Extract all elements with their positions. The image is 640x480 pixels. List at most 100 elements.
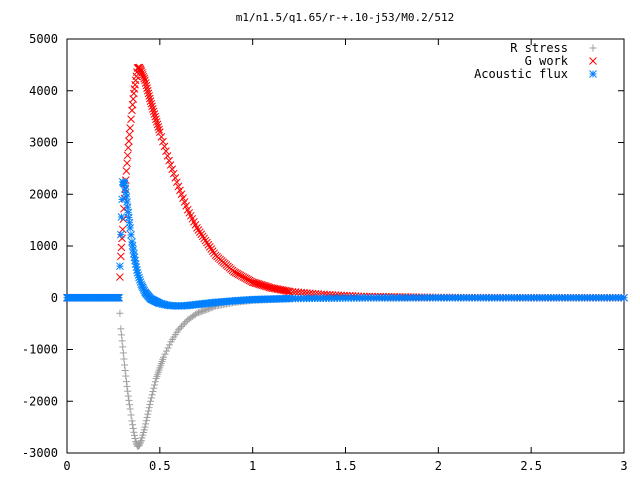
data-point — [155, 125, 163, 134]
data-point — [177, 190, 186, 199]
data-point — [126, 401, 134, 409]
data-point — [270, 284, 279, 293]
data-point — [141, 423, 149, 431]
data-point — [176, 324, 184, 332]
data-point — [142, 420, 150, 428]
y-tick-label: -2000 — [22, 394, 58, 408]
data-point — [163, 347, 171, 355]
data-point — [278, 286, 286, 294]
data-point — [165, 341, 173, 349]
data-point — [118, 225, 127, 234]
data-point — [116, 273, 124, 281]
series-r-stress — [63, 294, 628, 450]
data-point — [180, 198, 189, 206]
data-point — [127, 115, 135, 124]
data-point — [172, 178, 181, 187]
data-point — [149, 387, 157, 395]
data-point — [121, 188, 130, 197]
data-point — [166, 161, 175, 169]
legend-marker — [589, 70, 597, 78]
data-point — [144, 89, 153, 98]
data-point — [258, 281, 267, 290]
data-point — [255, 280, 264, 289]
data-point — [119, 343, 127, 351]
data-point — [142, 417, 150, 425]
x-tick-label: 2.5 — [520, 459, 542, 473]
axis-ticks: 0 0.5 1 1.5 2 2.5 3 5000 4000 3000 2000 1000 0 -1000 -… — [22, 32, 628, 473]
data-point — [193, 309, 201, 317]
chart-title: m1/n1.5/q1.65/r-+.10-j53/M0.2/512 — [236, 11, 455, 24]
legend-marker — [589, 57, 597, 65]
data-point — [120, 355, 128, 363]
data-point — [126, 405, 134, 413]
data-point — [145, 404, 153, 412]
data-point — [179, 194, 187, 202]
data-point — [143, 84, 151, 93]
data-point — [132, 438, 140, 446]
data-point — [116, 252, 125, 261]
data-point — [120, 180, 129, 188]
y-tick-label: 4000 — [29, 84, 58, 98]
data-point — [122, 167, 131, 175]
x-tick-label: 3 — [620, 459, 627, 473]
data-point — [141, 76, 149, 85]
y-tick-label: 1000 — [29, 239, 58, 253]
data-point — [253, 279, 261, 288]
data-point — [124, 387, 132, 395]
data-point — [153, 120, 162, 129]
data-point — [118, 337, 126, 345]
data-point — [267, 284, 276, 292]
data-point — [152, 115, 160, 124]
x-tick-label: 0 — [63, 459, 70, 473]
data-point — [150, 384, 158, 392]
data-point — [122, 378, 130, 386]
data-point — [155, 128, 164, 137]
data-point — [116, 230, 125, 239]
data-point — [168, 165, 177, 174]
data-point — [162, 147, 170, 155]
data-point — [142, 81, 151, 90]
data-point — [248, 278, 257, 287]
data-point — [117, 325, 125, 333]
data-point — [163, 152, 172, 160]
legend-label: Acoustic flux — [474, 67, 568, 81]
data-point — [147, 99, 156, 108]
data-point — [165, 156, 173, 165]
data-point — [135, 441, 143, 449]
data-point — [620, 293, 628, 302]
data-point — [176, 186, 184, 195]
data-point — [272, 284, 280, 293]
y-tick-label: 0 — [51, 291, 58, 305]
data-point — [174, 182, 183, 191]
data-point — [125, 137, 133, 145]
data-point — [191, 310, 199, 318]
data-point — [151, 378, 159, 386]
data-point — [197, 308, 205, 316]
data-point — [128, 238, 136, 246]
data-point — [130, 253, 139, 262]
data-point — [174, 326, 182, 334]
data-point — [276, 285, 285, 294]
data-point — [143, 413, 151, 421]
data-point — [123, 382, 131, 390]
x-tick-label: 1 — [249, 459, 256, 473]
data-point — [281, 286, 290, 295]
legend-label: R stress — [510, 41, 568, 55]
data-point — [159, 137, 167, 146]
data-point — [152, 117, 161, 126]
data-point — [264, 283, 273, 291]
data-point — [117, 331, 125, 339]
data-point — [116, 309, 124, 317]
data-point — [149, 105, 157, 113]
y-tick-label: 3000 — [29, 136, 58, 150]
data-point — [254, 280, 263, 288]
data-point — [151, 381, 159, 389]
data-point — [119, 349, 127, 357]
data-point — [263, 282, 271, 291]
data-point — [146, 94, 154, 103]
data-point — [127, 411, 135, 419]
y-tick-label: -3000 — [22, 446, 58, 460]
data-point — [147, 397, 155, 405]
